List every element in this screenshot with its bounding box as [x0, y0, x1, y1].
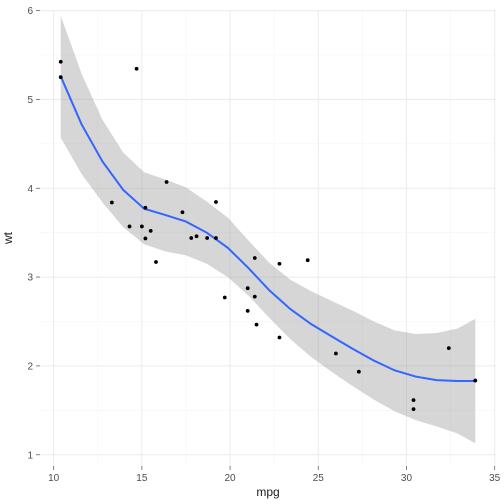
x-axis-title: mpg: [256, 485, 279, 499]
scatter-point: [253, 295, 257, 299]
scatter-point: [135, 67, 139, 71]
y-tick-label: 6: [27, 6, 33, 17]
scatter-point: [223, 296, 227, 300]
scatter-point: [189, 236, 193, 240]
scatter-point: [334, 352, 338, 356]
scatter-point: [140, 225, 144, 229]
scatter-point: [278, 336, 282, 340]
x-tick-label: 25: [313, 473, 325, 484]
scatter-point: [306, 258, 310, 262]
scatter-point: [412, 398, 416, 402]
y-tick-label: 1: [27, 450, 33, 461]
scatter-point: [165, 180, 169, 184]
scatter-point: [412, 407, 416, 411]
x-tick-label: 10: [48, 473, 60, 484]
scatter-point: [246, 309, 250, 313]
scatter-point: [154, 260, 158, 264]
scatter-point: [110, 201, 114, 205]
scatter-point: [59, 60, 63, 64]
scatter-point: [59, 75, 63, 79]
chart-svg: 10 15 20 25 30 35 1 2 3 4 5 6 mpg wt: [0, 0, 504, 504]
scatter-point: [255, 323, 259, 327]
x-tick-label: 35: [489, 473, 501, 484]
scatter-point: [253, 256, 257, 260]
scatter-point: [128, 225, 132, 229]
y-tick-label: 3: [27, 273, 33, 284]
y-tick-label: 5: [27, 95, 33, 106]
scatter-point: [149, 229, 153, 233]
scatter-point: [278, 262, 282, 266]
scatter-point: [473, 379, 477, 383]
scatter-point: [214, 200, 218, 204]
scatter-point: [144, 237, 148, 241]
x-tick-label: 20: [225, 473, 237, 484]
y-tick-label: 4: [27, 184, 33, 195]
scatter-point: [195, 234, 199, 238]
x-tick-label: 15: [136, 473, 148, 484]
scatter-point: [447, 346, 451, 350]
x-tick-label: 30: [401, 473, 413, 484]
scatter-point: [246, 286, 250, 290]
y-tick-label: 2: [27, 361, 33, 372]
scatter-point: [181, 210, 185, 214]
scatter-point: [205, 236, 209, 240]
scatter-point: [357, 370, 361, 374]
y-axis-title: wt: [1, 231, 15, 245]
scatter-point: [214, 236, 218, 240]
scatter-point: [144, 206, 148, 210]
